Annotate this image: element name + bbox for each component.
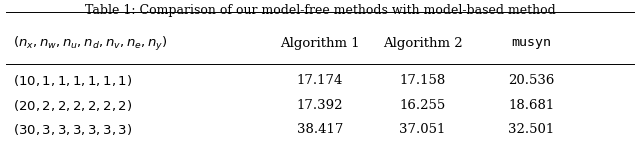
Text: 37.051: 37.051	[399, 123, 445, 137]
Text: Algorithm 1: Algorithm 1	[280, 37, 360, 50]
Text: 17.158: 17.158	[399, 74, 445, 87]
Text: $\mathtt{musyn}$: $\mathtt{musyn}$	[511, 37, 552, 51]
Text: 20.536: 20.536	[508, 74, 554, 87]
Text: $(10,1,1,1,1,1,1)$: $(10,1,1,1,1,1,1)$	[13, 73, 132, 88]
Text: Table 1: Comparison of our model-free methods with model-based method: Table 1: Comparison of our model-free me…	[84, 4, 556, 17]
Text: Algorithm 2: Algorithm 2	[383, 37, 462, 50]
Text: 17.174: 17.174	[297, 74, 343, 87]
Text: 17.392: 17.392	[297, 99, 343, 112]
Text: $(n_x,n_w,n_u,n_d,n_v,n_e,n_y)$: $(n_x,n_w,n_u,n_d,n_v,n_e,n_y)$	[13, 35, 168, 53]
Text: 38.417: 38.417	[297, 123, 343, 137]
Text: 18.681: 18.681	[508, 99, 554, 112]
Text: 16.255: 16.255	[399, 99, 445, 112]
Text: $(30,3,3,3,3,3,3)$: $(30,3,3,3,3,3,3)$	[13, 122, 132, 137]
Text: 32.501: 32.501	[508, 123, 554, 137]
Text: $(20,2,2,2,2,2,2)$: $(20,2,2,2,2,2,2)$	[13, 98, 132, 113]
